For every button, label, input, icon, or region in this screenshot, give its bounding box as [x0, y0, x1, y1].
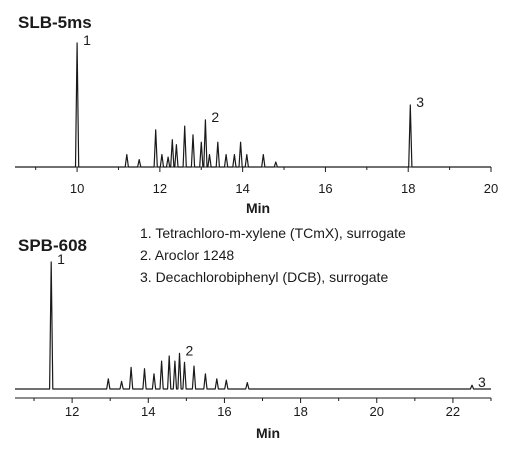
peak-label-3: 3: [478, 374, 486, 390]
x-axis-label-slb-5ms: Min: [246, 200, 270, 216]
peak-label-3: 3: [416, 94, 424, 110]
x-tick-label: 18: [293, 404, 307, 419]
chart-title-slb-5ms: SLB-5ms: [18, 13, 92, 32]
x-axis-label-spb-608: Min: [256, 425, 280, 441]
legend-item-1: 1. Tetrachloro-m-xylene (TCmX), surrogat…: [140, 225, 406, 241]
legend-item-3: 3. Decachlorobiphenyl (DCB), surrogate: [140, 269, 388, 285]
x-ticks-spb-608: 12 14 16 18 20 22: [33, 398, 492, 419]
x-tick-label: 18: [401, 181, 415, 196]
x-ticks-slb-5ms: 10 12 14 16 18 20: [35, 167, 498, 196]
chromatogram-spb-608: SPB-608 12 14 16 18 20 22 123 Min: [15, 236, 492, 441]
x-tick-label: 14: [141, 404, 155, 419]
x-tick-label: 14: [235, 181, 249, 196]
peak-legend: 1. Tetrachloro-m-xylene (TCmX), surrogat…: [140, 225, 406, 285]
peak-labels-slb-5ms: 1 2 3: [83, 32, 424, 125]
peak-label-1: 1: [57, 251, 65, 267]
x-tick-label: 16: [217, 404, 231, 419]
chromatogram-trace-spb-608: [15, 261, 491, 390]
peak-label-1: 1: [83, 32, 91, 48]
chromatogram-slb-5ms: SLB-5ms 10 12 14 16 18 20 123 Min: [15, 13, 498, 216]
peak-label-2: 2: [186, 342, 194, 358]
x-tick-label: 20: [484, 181, 498, 196]
peak-labels-spb-608: 1 2 3: [57, 251, 486, 390]
x-tick-label: 12: [153, 181, 167, 196]
chart-title-spb-608: SPB-608: [18, 236, 87, 255]
legend-item-2: 2. Aroclor 1248: [140, 247, 234, 263]
x-tick-label: 16: [318, 181, 332, 196]
x-tick-label: 20: [370, 404, 384, 419]
x-tick-label: 10: [70, 181, 84, 196]
peak-label-2: 2: [211, 109, 219, 125]
x-tick-label: 22: [446, 404, 460, 419]
chromatogram-trace-slb-5ms: [15, 42, 491, 168]
x-tick-label: 12: [65, 404, 79, 419]
